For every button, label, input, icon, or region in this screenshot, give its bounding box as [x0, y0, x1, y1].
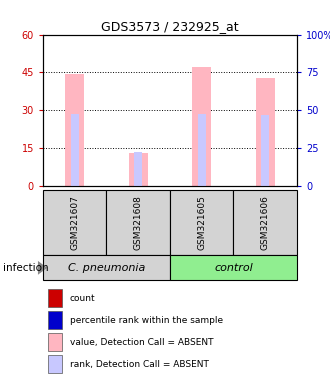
Title: GDS3573 / 232925_at: GDS3573 / 232925_at: [101, 20, 239, 33]
Text: rank, Detection Call = ABSENT: rank, Detection Call = ABSENT: [70, 360, 209, 369]
Bar: [65, 74, 84, 186]
Polygon shape: [38, 261, 47, 275]
Bar: [43, 190, 106, 255]
Bar: [261, 116, 269, 186]
Text: GSM321607: GSM321607: [70, 195, 79, 250]
Bar: [48, 311, 62, 329]
Bar: [170, 255, 297, 280]
Bar: [48, 333, 62, 351]
Bar: [48, 289, 62, 307]
Text: C. pneumonia: C. pneumonia: [68, 263, 145, 273]
Bar: [198, 114, 206, 186]
Bar: [134, 152, 142, 186]
Bar: [129, 153, 148, 186]
Text: count: count: [70, 294, 95, 303]
Text: GSM321605: GSM321605: [197, 195, 206, 250]
Bar: [256, 78, 275, 186]
Bar: [106, 190, 170, 255]
Bar: [71, 114, 79, 186]
Text: control: control: [214, 263, 253, 273]
Bar: [43, 255, 170, 280]
Text: GSM321608: GSM321608: [134, 195, 143, 250]
Text: infection: infection: [3, 263, 49, 273]
Text: GSM321606: GSM321606: [261, 195, 270, 250]
Bar: [48, 355, 62, 373]
Bar: [170, 190, 234, 255]
Text: value, Detection Call = ABSENT: value, Detection Call = ABSENT: [70, 338, 213, 347]
Text: percentile rank within the sample: percentile rank within the sample: [70, 316, 223, 325]
Bar: [192, 68, 211, 186]
Bar: [234, 190, 297, 255]
